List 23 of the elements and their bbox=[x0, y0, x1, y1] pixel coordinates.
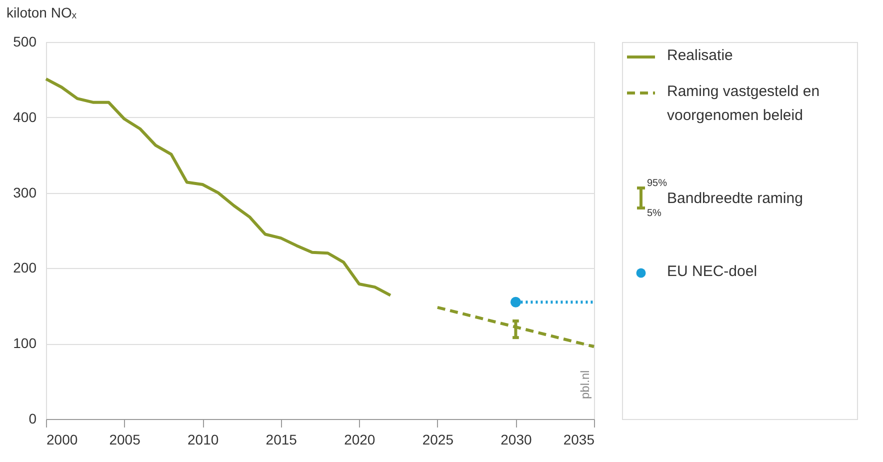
x-tick-label: 2015 bbox=[266, 432, 298, 448]
legend-label: Raming vastgesteld en voorgenomen beleid bbox=[667, 83, 820, 124]
x-tick-label: 2030 bbox=[500, 432, 532, 448]
x-tick-label: 2005 bbox=[109, 432, 141, 448]
text: Bandbreedte raming bbox=[667, 190, 803, 207]
y-tick-label: 500 bbox=[13, 34, 37, 50]
text: 5% bbox=[647, 208, 662, 219]
x-tick-label: 2035 bbox=[563, 432, 595, 448]
x-tick-label: 2000 bbox=[46, 432, 78, 448]
y-tick-label: 200 bbox=[13, 260, 37, 276]
text: 95% bbox=[647, 178, 668, 189]
line-series bbox=[44, 77, 392, 297]
annotation: pbl.nl bbox=[578, 370, 592, 399]
y-tick-label: 0 bbox=[28, 410, 37, 426]
legend-label: Realisatie bbox=[667, 47, 733, 64]
x-tick-label: 2025 bbox=[422, 432, 454, 448]
x-tick-label: 2010 bbox=[187, 432, 219, 448]
x-tick-label: 2020 bbox=[344, 432, 376, 448]
y-tick-label: 400 bbox=[13, 108, 37, 125]
legend-label: EU NEC-doel bbox=[667, 263, 758, 280]
y-tick-label: 100 bbox=[13, 335, 37, 352]
y-axis-title: kiloton NOₓ bbox=[6, 4, 77, 20]
y-tick-label: 300 bbox=[13, 184, 37, 200]
